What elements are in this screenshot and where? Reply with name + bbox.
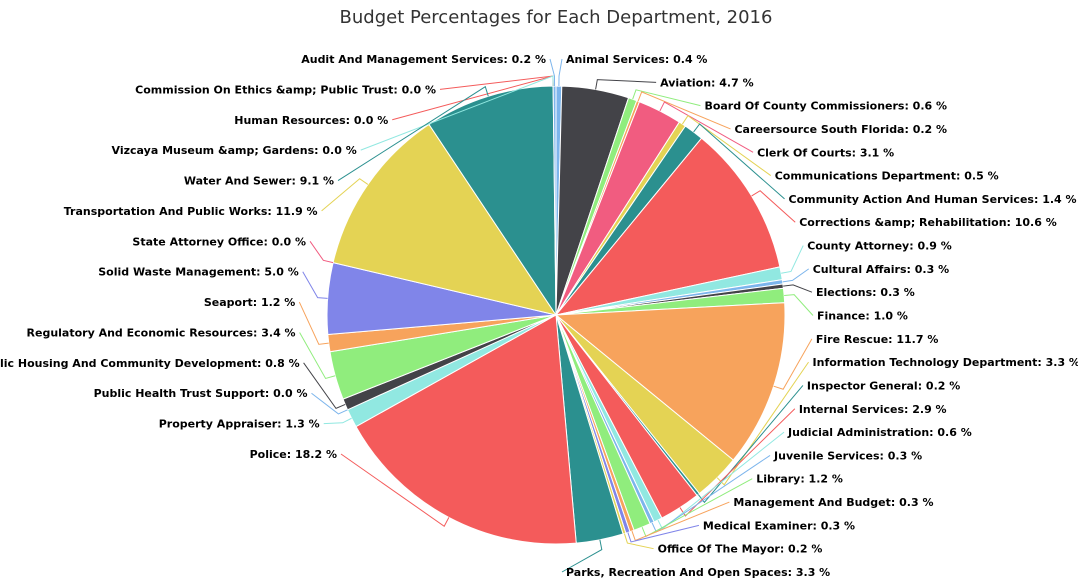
leader-water-and-sewer bbox=[337, 85, 489, 181]
label-public-housing-and-community-development: Public Housing And Community Development… bbox=[0, 357, 300, 370]
label-management-and-budget: Management And Budget: 0.3 % bbox=[733, 496, 933, 509]
label-state-attorney-office: State Attorney Office: 0.0 % bbox=[132, 235, 306, 248]
label-office-of-the-mayor: Office Of The Mayor: 0.2 % bbox=[658, 543, 823, 556]
label-water-and-sewer: Water And Sewer: 9.1 % bbox=[184, 175, 334, 188]
leader-cultural-affairs bbox=[782, 268, 810, 283]
slice-police[interactable] bbox=[355, 314, 577, 545]
label-fire-rescue: Fire Rescue: 11.7 % bbox=[816, 333, 939, 346]
label-animal-services: Animal Services: 0.4 % bbox=[566, 53, 707, 66]
leader-finance bbox=[784, 294, 814, 316]
label-inspector-general: Inspector General: 0.2 % bbox=[807, 379, 960, 392]
slice-corrections-and-rehabilitation[interactable] bbox=[554, 137, 781, 316]
leader-police bbox=[340, 453, 450, 527]
label-vizcaya-museum-and-gardens: Vizcaya Museum &amp; Gardens: 0.0 % bbox=[112, 144, 357, 157]
leader-medical-examiner bbox=[627, 524, 700, 543]
label-community-action-and-human-services: Community Action And Human Services: 1.4… bbox=[789, 193, 1077, 206]
label-regulatory-and-economic-resources: Regulatory And Economic Resources: 3.4 % bbox=[27, 326, 296, 339]
label-corrections-and-rehabilitation: Corrections &amp; Rehabilitation: 10.6 % bbox=[799, 216, 1057, 229]
label-juvenile-services: Juvenile Services: 0.3 % bbox=[773, 449, 922, 462]
leader-audit-and-management-services bbox=[549, 58, 556, 87]
label-solid-waste-management: Solid Waste Management: 5.0 % bbox=[98, 266, 299, 279]
label-county-attorney: County Attorney: 0.9 % bbox=[807, 240, 952, 253]
label-police: Police: 18.2 % bbox=[250, 448, 337, 461]
leader-solid-waste-management bbox=[302, 271, 328, 299]
label-internal-services: Internal Services: 2.9 % bbox=[799, 403, 947, 416]
leader-aviation bbox=[595, 79, 657, 90]
leader-careersource-south-florida bbox=[637, 91, 731, 130]
label-information-technology-department: Information Technology Department: 3.3 % bbox=[813, 356, 1078, 369]
label-clerk-of-courts: Clerk Of Courts: 3.1 % bbox=[757, 146, 894, 159]
leader-clerk-of-courts bbox=[659, 101, 754, 153]
label-careersource-south-florida: Careersource South Florida: 0.2 % bbox=[734, 123, 947, 136]
leader-corrections-and-rehabilitation bbox=[751, 190, 796, 223]
leader-regulatory-and-economic-resources bbox=[299, 332, 336, 380]
label-judicial-administration: Judicial Administration: 0.6 % bbox=[787, 426, 972, 439]
leader-public-housing-and-community-development bbox=[303, 362, 346, 409]
label-aviation: Aviation: 4.7 % bbox=[660, 76, 753, 89]
leader-county-attorney bbox=[781, 245, 804, 274]
label-audit-and-management-services: Audit And Management Services: 0.2 % bbox=[301, 53, 546, 66]
leader-community-action-and-human-services bbox=[693, 123, 785, 200]
leader-elections bbox=[783, 284, 813, 293]
label-property-appraiser: Property Appraiser: 1.3 % bbox=[159, 418, 320, 431]
label-elections: Elections: 0.3 % bbox=[816, 286, 915, 299]
leader-seaport bbox=[298, 301, 329, 345]
leader-state-attorney-office bbox=[309, 241, 334, 264]
leader-public-health-trust-support bbox=[311, 392, 348, 415]
slice-water-and-sewer[interactable] bbox=[428, 85, 557, 317]
leader-board-of-county-commissioners bbox=[632, 89, 701, 107]
label-human-resources: Human Resources: 0.0 % bbox=[234, 114, 388, 127]
data-labels: Animal Services: 0.4 % Aviation: 4.7 % Boa… bbox=[0, 53, 1078, 579]
leader-property-appraiser bbox=[323, 417, 352, 425]
leader-transportation-and-public-works bbox=[321, 178, 369, 212]
leader-internal-services bbox=[679, 408, 796, 517]
label-medical-examiner: Medical Examiner: 0.3 % bbox=[703, 519, 855, 532]
label-board-of-county-commissioners: Board Of County Commissioners: 0.6 % bbox=[704, 100, 947, 113]
leader-office-of-the-mayor bbox=[623, 533, 654, 550]
label-library: Library: 1.2 % bbox=[756, 473, 843, 486]
label-cultural-affairs: Cultural Affairs: 0.3 % bbox=[813, 263, 949, 276]
leader-information-technology-department bbox=[716, 361, 809, 486]
chart-title: Budget Percentages for Each Department, … bbox=[340, 7, 773, 28]
label-transportation-and-public-works: Transportation And Public Works: 11.9 % bbox=[64, 205, 318, 218]
label-communications-department: Communications Department: 0.5 % bbox=[775, 170, 999, 183]
leader-lines bbox=[298, 58, 814, 573]
label-public-health-trust-support: Public Health Trust Support: 0.0 % bbox=[94, 387, 308, 400]
leader-communications-department bbox=[681, 114, 772, 176]
label-parks-recreation-and-open-spaces: Parks, Recreation And Open Spaces: 3.3 % bbox=[566, 566, 830, 579]
leader-inspector-general bbox=[697, 385, 804, 504]
label-finance: Finance: 1.0 % bbox=[817, 310, 908, 323]
leader-parks-recreation-and-open-spaces bbox=[561, 539, 603, 573]
label-commission-on-ethics-and-public-trust: Commission On Ethics &amp; Public Trust:… bbox=[135, 83, 436, 96]
leader-fire-rescue bbox=[773, 338, 813, 390]
label-seaport: Seaport: 1.2 % bbox=[204, 296, 296, 309]
pie-slices bbox=[326, 85, 786, 545]
leader-animal-services bbox=[558, 58, 563, 87]
